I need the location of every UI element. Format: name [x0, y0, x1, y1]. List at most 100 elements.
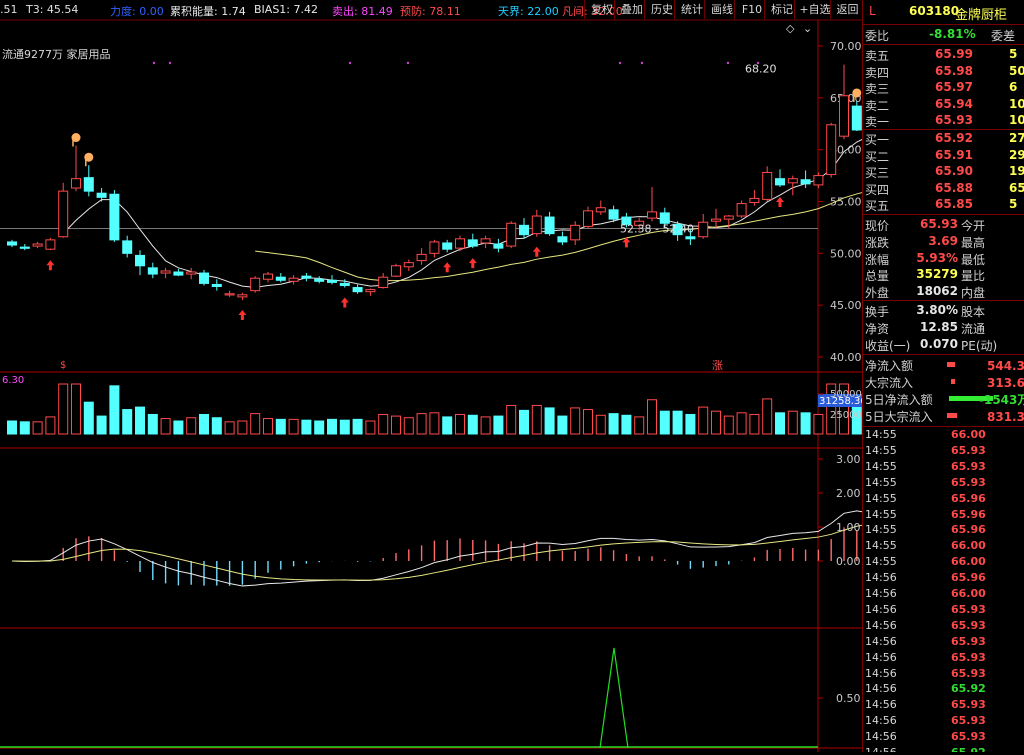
candle-body [480, 238, 491, 244]
toolbar-biaoji-button[interactable]: 标记 [764, 0, 799, 19]
volume-value: 31258.36 [819, 396, 862, 407]
tick-time: 14:55 [865, 555, 897, 569]
flow-label: 5日大宗流入 [865, 410, 933, 424]
chevron-down-icon[interactable]: ⌄ [803, 22, 813, 35]
ma20-line [255, 178, 896, 282]
candle-body [211, 283, 222, 288]
volume-bar [237, 420, 248, 435]
yujing-value: 预防: 78.11 [400, 5, 461, 18]
ask-label: 卖四 [865, 65, 890, 80]
volume-bar [723, 415, 734, 435]
candle-body [186, 271, 197, 275]
bid-volume: 27 [1009, 131, 1024, 145]
dif-line [11, 503, 896, 587]
ask-price: 65.99 [935, 47, 973, 61]
flow-bar [949, 396, 993, 401]
toolbar-zixuan-button[interactable]: +自选 [794, 0, 835, 19]
tick-time: 14:55 [865, 475, 897, 489]
volume-bar [698, 406, 709, 435]
candle-body [506, 222, 517, 247]
label-zhang: 涨 [712, 359, 723, 372]
bid-volume: 29 [1009, 147, 1024, 162]
toolbar-huaxian-button[interactable]: 画线 [704, 0, 739, 19]
volume-bar [32, 421, 43, 435]
volume-bar [71, 383, 81, 435]
candle-body [122, 240, 133, 254]
candle-body [339, 282, 350, 286]
ask-price: 65.97 [935, 80, 973, 95]
candle-body [71, 178, 81, 189]
up-arrow-icon [46, 260, 55, 271]
stat-value: 3.80% [916, 303, 958, 317]
toolbar-back-button[interactable]: 返回 [830, 0, 864, 19]
toolbar-diejia-button[interactable]: 叠加 [614, 0, 649, 19]
volume-bar [467, 414, 478, 435]
ask-label: 卖三 [865, 82, 890, 97]
volume-bar [339, 419, 350, 435]
volume-bar [685, 413, 696, 435]
leiji-value: 累积能量: 1.74 [170, 5, 246, 18]
y-tick-label: 40.00 [830, 351, 862, 364]
candle-body [160, 270, 171, 274]
quote-panel: L 603180 金牌厨柜 委比 -8.81% 委差 卖五 65.99 5 卖四 65.… [862, 0, 1024, 752]
candle-body [672, 223, 683, 236]
tick-price: 65.93 [951, 618, 986, 632]
candle-body [698, 221, 709, 238]
volume-bar [403, 417, 414, 435]
flow-bar [951, 379, 955, 384]
tick-time: 14:55 [865, 523, 897, 537]
toolbar-lishi-button[interactable]: 历史 [644, 0, 679, 19]
tick-price: 65.92 [951, 682, 986, 696]
candle-body [787, 178, 798, 184]
flow-value: 544.3万 [987, 359, 1024, 373]
chart-area[interactable]: 70.0065.0060.0055.0050.0045.0040.0052.38… [0, 0, 901, 752]
candle-body [7, 241, 17, 246]
candle-body [429, 241, 440, 254]
dea-line [11, 517, 896, 581]
signal-dot [168, 61, 172, 65]
volume-bar [672, 410, 683, 435]
toolbar-f10-button[interactable]: F10 [734, 0, 769, 19]
candle-body [96, 192, 107, 198]
ma5-line [62, 117, 896, 288]
candle-body [595, 207, 606, 213]
kline-svg[interactable]: 70.0065.0060.0055.0050.0045.0040.0052.38… [0, 0, 901, 752]
toolbar-fuquan-button[interactable]: 复权 [584, 0, 619, 19]
volume-bar [275, 418, 286, 435]
tick-price: 66.00 [951, 428, 986, 441]
candle-body [147, 267, 158, 275]
weibi-value: -8.81% [929, 27, 976, 41]
volume-bar [762, 398, 773, 435]
flow-value: -1543万 [979, 393, 1024, 407]
candle-body [813, 175, 824, 186]
tick-price: 65.96 [951, 491, 986, 505]
up-arrow-icon [532, 246, 541, 257]
volume-bar [826, 383, 837, 435]
signal-dot [756, 61, 760, 65]
ask-volume: 6 [1009, 80, 1018, 95]
volume-bar [224, 421, 235, 435]
bid-price: 65.85 [935, 197, 973, 212]
lidu-value: 力度: 0.00 [110, 5, 164, 18]
volume-bar [147, 413, 158, 435]
volume-bar [7, 420, 17, 435]
tick-time: 14:56 [865, 587, 897, 600]
tick-price: 66.00 [951, 555, 986, 569]
diamond-icon[interactable]: ◇ [786, 22, 795, 35]
volume-bar [813, 413, 824, 435]
candle-body [493, 243, 504, 249]
tick-price: 66.00 [951, 539, 986, 553]
volume-label: 6.30 [2, 375, 24, 386]
volume-bar [608, 413, 619, 435]
up-arrow-icon [776, 196, 784, 207]
bid-price: 65.88 [935, 180, 973, 195]
fanjian-value: 凡间: 32.00 [562, 5, 623, 18]
up-arrow-icon [622, 237, 631, 248]
candle-body [391, 265, 401, 277]
toolbar-tongji-button[interactable]: 统计 [674, 0, 709, 19]
volume-bar [800, 412, 811, 435]
weibi-label: 委比 [865, 29, 890, 43]
ask-volume: 102 [1009, 113, 1024, 128]
up-arrow-icon [468, 258, 477, 269]
signal-dot [640, 61, 644, 65]
